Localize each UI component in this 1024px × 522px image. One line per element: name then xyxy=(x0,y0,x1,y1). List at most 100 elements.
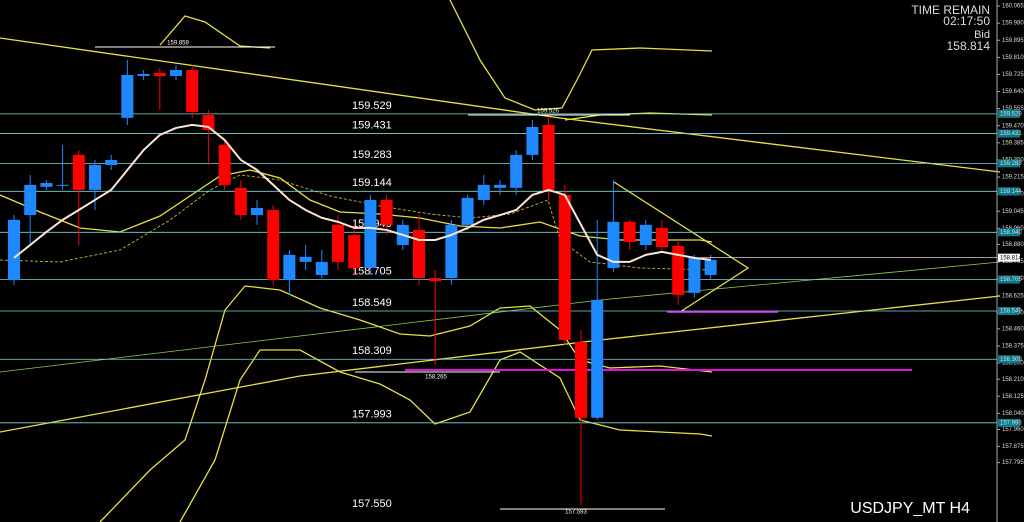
level-tag xyxy=(998,355,1020,364)
level-tag-label: 158.940 xyxy=(1000,230,1022,236)
candle-body xyxy=(137,74,150,77)
candle-body xyxy=(234,187,247,216)
candle-body xyxy=(639,224,652,246)
level-label: 158.705 xyxy=(352,266,392,278)
candle-body xyxy=(348,234,361,268)
candle-body xyxy=(218,145,231,185)
y-tick-label: 159.215 xyxy=(1002,175,1024,181)
candle-body xyxy=(283,254,296,281)
hilo-label: 159.526 xyxy=(537,109,559,115)
level-tag-label: 157.993 xyxy=(1000,420,1022,426)
candle-body xyxy=(510,154,523,188)
level-tag-label: 158.549 xyxy=(1000,309,1022,315)
candle-body xyxy=(186,70,199,113)
candle-body xyxy=(429,277,442,282)
candle-body xyxy=(688,257,701,293)
indicator-lines xyxy=(0,0,1001,522)
y-tick-label: 158.375 xyxy=(1002,344,1024,350)
y-tick-label: 159.895 xyxy=(1002,38,1024,44)
y-tick-label: 159.810 xyxy=(1002,55,1024,61)
candle-body xyxy=(56,184,69,186)
level-tag xyxy=(998,275,1020,284)
level-tag-label: 159.529 xyxy=(1000,111,1022,117)
level-tag-label: 159.144 xyxy=(1000,189,1022,195)
candle-body xyxy=(315,261,328,275)
level-tag xyxy=(998,109,1020,118)
hilo-label: 159.859 xyxy=(167,41,189,47)
candle-body xyxy=(591,299,604,418)
candle-body xyxy=(607,221,620,268)
y-tick-label: 159.980 xyxy=(1002,21,1024,27)
level-tag xyxy=(998,418,1020,427)
y-tick-label: 159.045 xyxy=(1002,209,1024,215)
hilo-label: 157.593 xyxy=(565,510,587,516)
candle-body xyxy=(445,224,458,278)
y-tick-label: 157.875 xyxy=(1002,444,1024,450)
candle-body xyxy=(332,224,344,262)
y-tick-label: 157.795 xyxy=(1002,460,1024,466)
level-tag-label: 158.705 xyxy=(1000,277,1022,283)
candle-body xyxy=(105,159,118,165)
y-tick-label: 159.555 xyxy=(1002,106,1024,112)
hilo-lines xyxy=(95,46,665,510)
candle-body xyxy=(575,341,587,418)
candle-body xyxy=(656,227,668,248)
y-tick-label: 158.880 xyxy=(1002,242,1024,248)
y-tick-label: 158.210 xyxy=(1002,377,1024,383)
y-tick-label: 158.125 xyxy=(1002,394,1024,400)
y-tick-label: 159.640 xyxy=(1002,89,1024,95)
bid-tag xyxy=(998,253,1020,262)
candle-body xyxy=(494,184,506,188)
highlight-lines xyxy=(405,311,912,371)
y-tick-label: 159.725 xyxy=(1002,72,1024,78)
level-tag-label: 159.431 xyxy=(1000,131,1022,137)
moving-average xyxy=(13,123,711,263)
y-tick-label: 159.470 xyxy=(1002,123,1024,129)
level-tag xyxy=(998,129,1020,138)
symbol: USDJPY_MT H4 xyxy=(850,500,970,517)
candle-body xyxy=(461,197,474,225)
level-tag xyxy=(998,159,1020,168)
level-tag xyxy=(998,187,1020,196)
candle-body xyxy=(623,221,636,242)
candle-body xyxy=(704,259,717,275)
level-tag-label: 158.309 xyxy=(1000,357,1022,363)
level-tag xyxy=(998,306,1020,315)
y-tick-label: 158.795 xyxy=(1002,259,1024,265)
candle-body xyxy=(40,183,53,187)
candle-body xyxy=(267,210,280,281)
candle-body xyxy=(89,164,101,190)
level-label: 159.431 xyxy=(352,119,392,131)
candle-body xyxy=(170,70,182,77)
y-tick-label: 158.040 xyxy=(1002,411,1024,417)
candle-body xyxy=(121,75,134,118)
level-label: 157.550 xyxy=(352,498,392,510)
candle-body xyxy=(299,256,312,262)
level-tag xyxy=(998,228,1020,237)
y-tick-label: 160.065 xyxy=(1002,4,1024,10)
candle-body xyxy=(526,126,539,155)
level-label: 157.993 xyxy=(352,409,392,421)
y-tick-label: 158.290 xyxy=(1002,361,1024,367)
level-tag-label: 159.283 xyxy=(1000,161,1022,167)
candle-body xyxy=(251,207,263,216)
candle-body xyxy=(542,124,555,190)
level-label: 159.283 xyxy=(352,149,392,161)
candle-body xyxy=(72,154,85,190)
candle-body xyxy=(364,199,377,268)
candle-body xyxy=(413,229,425,278)
candle-body xyxy=(380,199,393,225)
y-tick-label: 158.625 xyxy=(1002,293,1024,299)
y-tick-label: 158.460 xyxy=(1002,326,1024,332)
candle-body xyxy=(153,73,166,77)
candle-body xyxy=(558,194,571,340)
time-remain: 02:17:50 xyxy=(943,14,990,28)
level-label: 158.549 xyxy=(352,297,392,309)
candle-body xyxy=(24,184,37,216)
y-tick-label: 157.960 xyxy=(1002,427,1024,433)
bid-label: Bid xyxy=(974,29,990,41)
bid-tag-label: 158.814 xyxy=(1000,255,1022,261)
level-label: 159.144 xyxy=(352,177,392,189)
bid: 158.814 xyxy=(947,39,991,53)
